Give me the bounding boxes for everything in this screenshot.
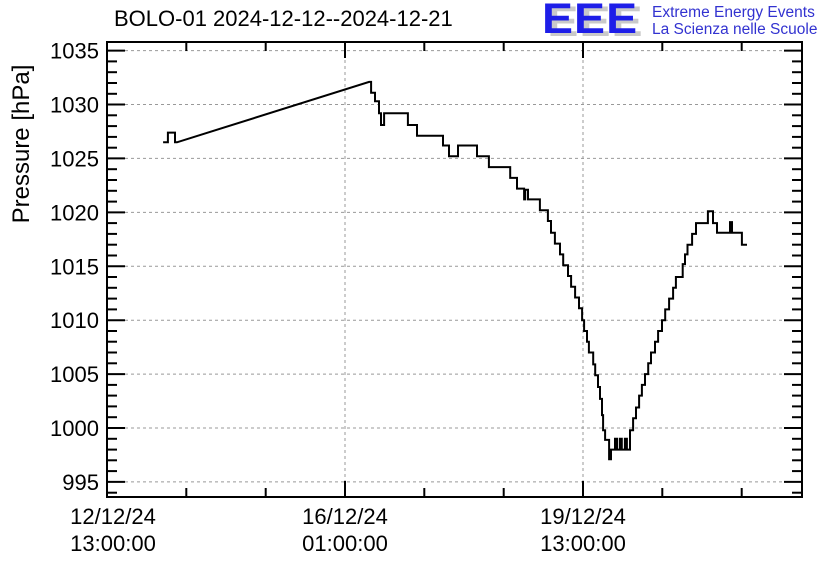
y-tick-label: 1005	[50, 362, 99, 387]
y-tick-label: 1025	[50, 146, 99, 171]
x-tick-label: 19/12/24 13:00:00	[540, 504, 626, 556]
page-title: BOLO-01 2024-12-12--2024-12-21	[114, 6, 453, 31]
x-tick-label: 12/12/24 13:00:00	[70, 504, 156, 556]
pressure-curve	[163, 80, 747, 461]
y-tick-label: 1015	[50, 254, 99, 279]
plot-frame	[106, 41, 803, 498]
eee-logo: EEE	[542, 0, 638, 42]
eee-logo-line1: Extreme Energy Events	[652, 4, 815, 21]
y-tick-label: 1030	[50, 93, 99, 118]
y-tick-label: 1000	[50, 416, 99, 441]
y-tick-label: 995	[62, 470, 99, 495]
eee-logo-line2: La Scienza nelle Scuole	[652, 21, 818, 38]
eee-logo-acronym: EEE	[542, 0, 639, 43]
y-axis-title: Pressure [hPa]	[8, 64, 35, 224]
eee-logo-text: Extreme Energy Events La Scienza nelle S…	[652, 4, 817, 38]
x-tick-label: 16/12/24 01:00:00	[302, 504, 388, 556]
y-tick-label: 1010	[50, 308, 99, 333]
y-tick-label: 1020	[50, 200, 99, 225]
y-tick-label: 1035	[50, 39, 99, 64]
